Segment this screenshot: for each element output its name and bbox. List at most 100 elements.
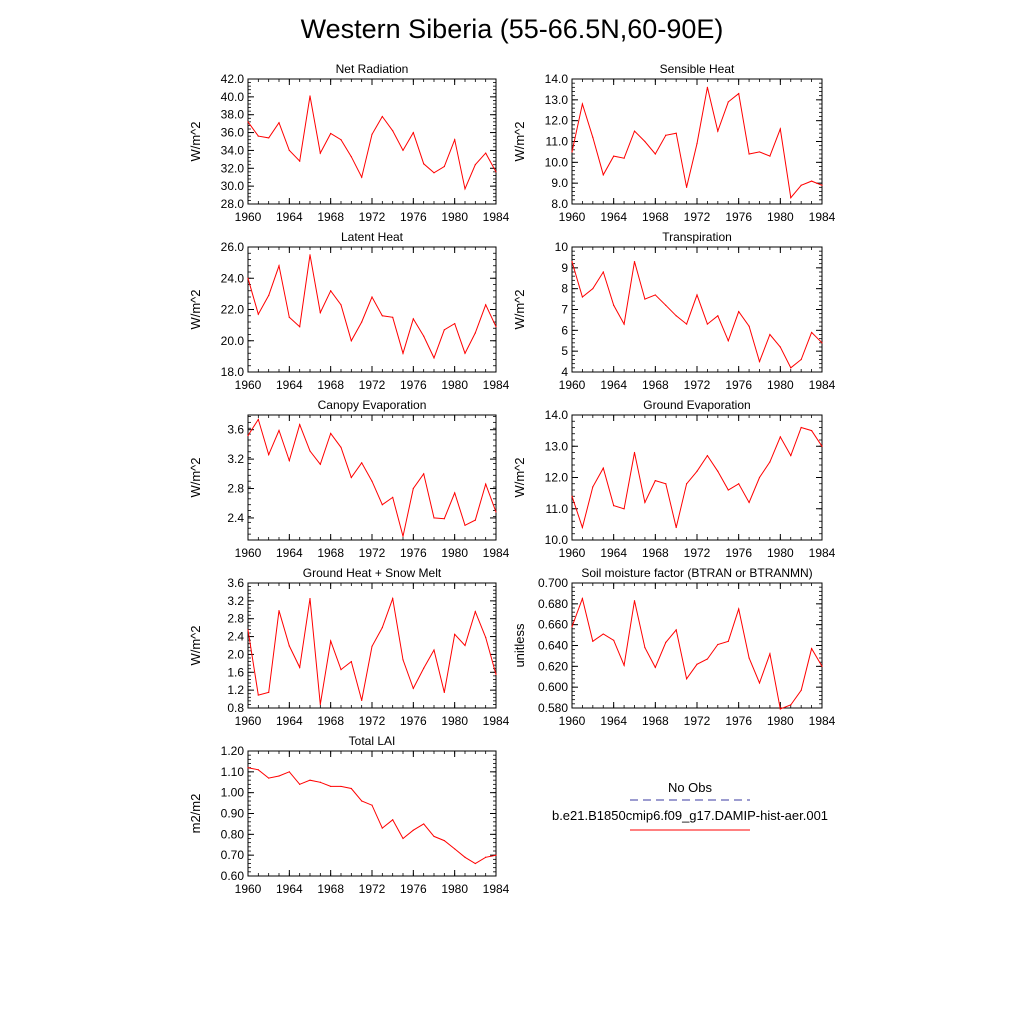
data-point: [613, 639, 615, 641]
data-point: [392, 598, 394, 600]
data-point: [706, 455, 709, 457]
data-point: [717, 315, 719, 317]
y-tick-label: 2.8: [227, 482, 244, 496]
plot-frame: [571, 582, 823, 709]
x-tick-label: 1972: [359, 546, 386, 560]
data-point: [810, 430, 813, 432]
data-point: [665, 304, 667, 306]
data-point: [340, 446, 342, 448]
x-tick-label: 1960: [559, 714, 586, 728]
data-point: [268, 137, 270, 139]
y-tick-label: 8.0: [551, 197, 568, 211]
data-point: [278, 265, 280, 267]
y-tick-label: 1.6: [227, 665, 244, 679]
data-point: [412, 318, 414, 320]
data-point: [288, 645, 290, 647]
chart-panel-6: Ground Evaporation W/m^2 10.0 11.0 12.0 13.0 1…: [512, 398, 836, 560]
y-tick-label: 0.700: [538, 576, 568, 590]
y-tick-label: 0.660: [538, 618, 568, 632]
data-point: [454, 322, 456, 325]
panel-title: Canopy Evaporation: [318, 398, 427, 412]
data-point: [402, 352, 404, 354]
y-tick-label: 12.0: [545, 114, 569, 128]
x-tick-label: 1960: [559, 378, 586, 392]
y-tick-label: 1.20: [221, 744, 245, 758]
x-tick-label: 1960: [559, 546, 586, 560]
data-point: [717, 470, 719, 472]
x-tick-label: 1976: [400, 882, 427, 896]
panel-title: Latent Heat: [341, 230, 404, 244]
data-point: [350, 787, 352, 790]
x-tick-label: 1980: [441, 210, 468, 224]
data-point: [361, 176, 363, 178]
x-tick-label: 1976: [400, 546, 427, 560]
data-point: [330, 432, 332, 434]
y-tick-label: 0.680: [538, 597, 568, 611]
data-point: [758, 476, 761, 479]
data-point: [758, 360, 761, 363]
data-point: [474, 164, 476, 166]
y-tick-label: 36.0: [221, 126, 245, 140]
data-point: [392, 130, 394, 132]
data-point: [381, 504, 383, 506]
chart-panel-7: Ground Heat + Snow Melt W/m^2 0.8 1.2 1.6 2.0…: [188, 566, 510, 728]
data-point: [485, 483, 487, 485]
data-point: [257, 694, 259, 696]
x-tick-label: 1980: [441, 378, 468, 392]
data-point: [412, 487, 414, 490]
data-point: [257, 313, 259, 315]
data-point: [392, 496, 394, 498]
data-point: [268, 454, 270, 456]
data-point: [581, 598, 584, 600]
data-point: [685, 323, 688, 325]
data-point: [454, 492, 456, 494]
data-point: [340, 785, 342, 788]
data-point: [423, 823, 425, 825]
data-point: [592, 486, 594, 488]
series-line: [571, 261, 823, 369]
data-point: [581, 526, 584, 529]
x-tick-label: 1968: [642, 210, 669, 224]
data-point: [474, 332, 476, 334]
y-tick-label: 12.0: [545, 471, 569, 485]
series-line: [247, 95, 497, 191]
data-point: [485, 304, 487, 306]
data-point: [696, 663, 698, 665]
chart-panel-8: Soil moisture factor (BTRAN or BTRANMN) u…: [512, 566, 836, 728]
data-point: [412, 829, 414, 831]
data-point: [675, 132, 677, 134]
x-tick-label: 1980: [767, 546, 794, 560]
data-point: [623, 323, 625, 325]
data-point: [268, 777, 270, 779]
data-point: [412, 687, 414, 689]
data-point: [675, 526, 677, 529]
data-point: [738, 310, 740, 313]
y-axis-label: W/m^2: [188, 289, 203, 329]
panel-title: Net Radiation: [336, 62, 409, 76]
data-point: [340, 669, 342, 671]
data-point: [633, 130, 636, 132]
y-axis-label: m2/m2: [188, 794, 203, 834]
data-point: [443, 329, 445, 331]
data-point: [485, 856, 487, 858]
x-tick-label: 1968: [317, 546, 344, 560]
data-point: [268, 294, 270, 297]
x-tick-label: 1984: [483, 210, 510, 224]
data-point: [330, 132, 332, 135]
y-axis-label: W/m^2: [188, 457, 203, 497]
data-point: [706, 658, 709, 660]
x-tick-label: 1964: [276, 210, 303, 224]
data-point: [247, 629, 249, 631]
data-point: [633, 600, 636, 602]
data-point: [381, 627, 383, 629]
panel-title: Total LAI: [349, 734, 396, 748]
data-point: [392, 316, 394, 318]
data-point: [278, 610, 280, 612]
data-point: [779, 346, 781, 348]
data-point: [474, 610, 476, 613]
x-tick-label: 1964: [600, 378, 627, 392]
series-line: [571, 596, 823, 710]
y-tick-label: 11.0: [546, 135, 569, 149]
data-point: [330, 290, 332, 292]
x-tick-label: 1980: [767, 210, 794, 224]
